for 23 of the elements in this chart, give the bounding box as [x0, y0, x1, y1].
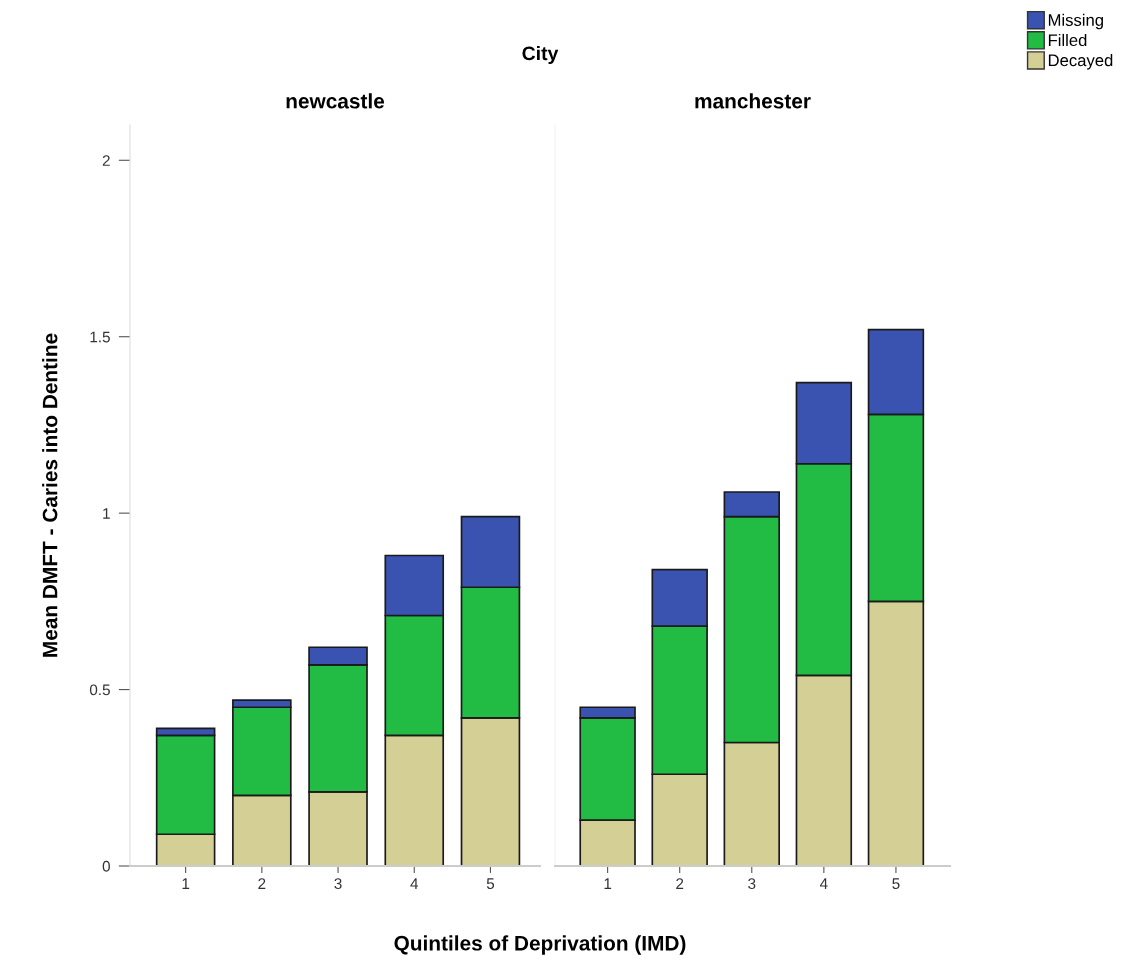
legend-label: Missing: [1048, 13, 1103, 30]
y-tick-label: 2: [102, 155, 110, 166]
x-tick-label: 4: [819, 878, 828, 889]
legend-label: Filled: [1048, 33, 1087, 47]
x-tick-label: 1: [604, 878, 612, 889]
text: City: [522, 45, 559, 65]
y-tick-label: 0.5: [89, 684, 110, 696]
chart-title: manchester: [695, 93, 811, 109]
y-axis-title: Mean DMFT - Caries into Dentine: [42, 333, 58, 657]
x-tick-label: 1: [182, 878, 190, 889]
chart-title: newcastle: [286, 93, 385, 109]
x-tick-label: 3: [334, 878, 342, 890]
y-tick-label: 1.5: [90, 331, 110, 343]
x-tick-label: 4: [410, 878, 419, 889]
x-axis-title: Quintiles of Deprivation (IMD): [394, 935, 686, 955]
x-tick-label: 2: [258, 878, 266, 889]
y-tick-label: 0: [102, 860, 110, 872]
y-tick-label: 1: [103, 508, 110, 519]
x-tick-label: 5: [892, 878, 900, 890]
x-tick-label: 5: [486, 878, 495, 890]
legend-label: Decayed: [1048, 54, 1113, 70]
x-tick-label: 3: [748, 878, 756, 890]
x-tick-label: 2: [676, 878, 684, 889]
